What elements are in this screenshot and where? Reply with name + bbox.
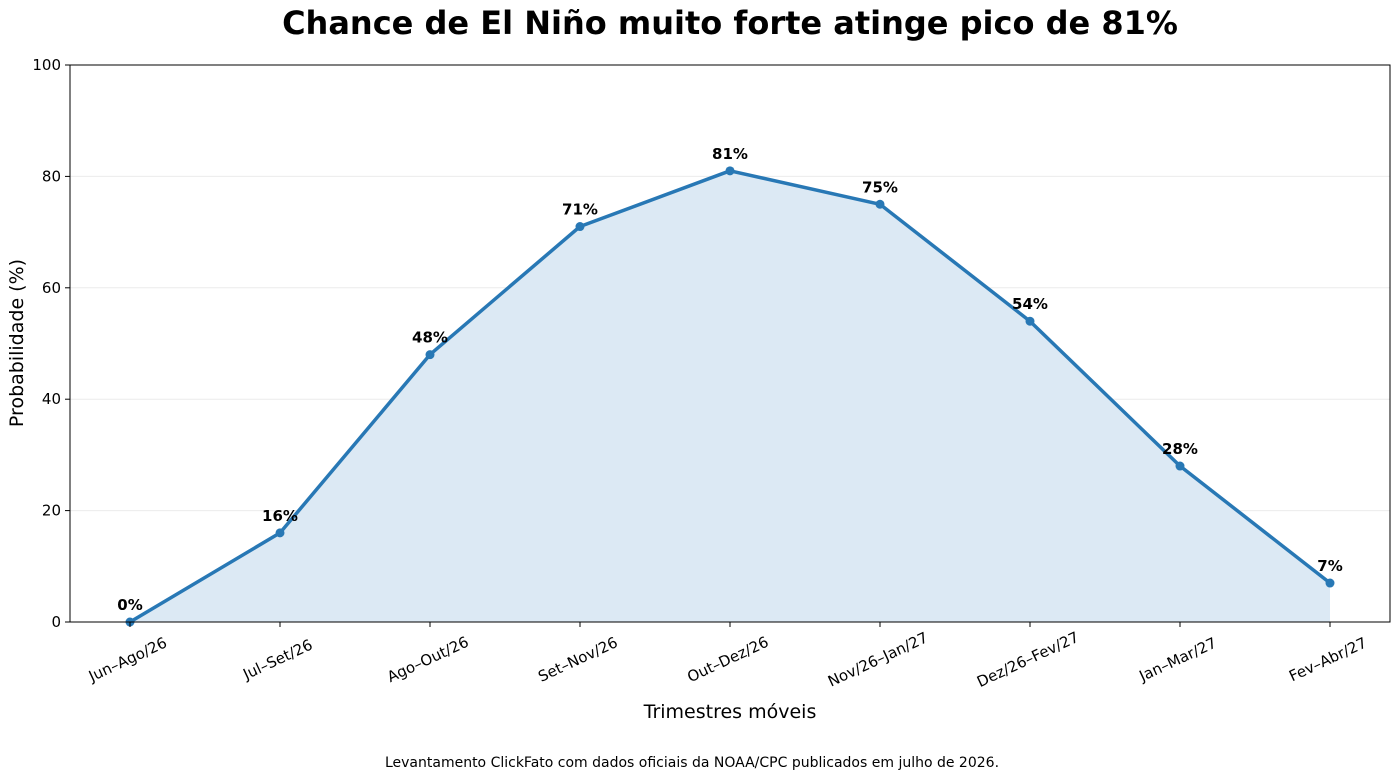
- x-axis: Jun–Ago/26 Jul–Set/26 Ago–Out/26 Set–Nov/26…: [85, 622, 1370, 691]
- x-tick-label: Jan–Mar/27: [1136, 634, 1220, 686]
- data-label: 48%: [412, 329, 448, 347]
- x-tick-label: Out–Dez/26: [684, 633, 771, 686]
- data-label: 71%: [562, 201, 598, 219]
- data-point: [425, 350, 435, 360]
- y-tick-label: 100: [32, 56, 61, 74]
- data-point: [1325, 578, 1335, 588]
- data-label: 28%: [1162, 440, 1198, 458]
- data-label: 54%: [1012, 295, 1048, 313]
- y-tick-label: 0: [51, 613, 61, 631]
- x-tick-label: Dez/26–Fev/27: [974, 628, 1082, 691]
- data-point: [875, 199, 885, 209]
- x-tick-label: Ago–Out/26: [384, 633, 471, 686]
- x-tick-label: Fev–Abr/27: [1286, 634, 1369, 686]
- y-tick-label: 20: [42, 502, 61, 520]
- y-tick-label: 40: [42, 390, 61, 408]
- data-point: [1175, 461, 1185, 471]
- y-axis-label: Probabilidade (%): [6, 259, 28, 427]
- data-point: [575, 222, 585, 232]
- data-label: 7%: [1317, 557, 1342, 575]
- x-tick-label: Nov/26–Jan/27: [825, 628, 931, 690]
- x-tick-label: Jun–Ago/26: [85, 634, 170, 686]
- y-tick-label: 60: [42, 279, 61, 297]
- area-fill: [130, 170, 1330, 623]
- data-labels: 0% 16% 48% 71% 81% 75% 54% 28% 7%: [117, 145, 1342, 614]
- x-axis-label: Trimestres móveis: [643, 701, 817, 723]
- data-label: 16%: [262, 507, 298, 525]
- y-tick-label: 80: [42, 167, 61, 185]
- x-tick-label: Jul–Set/26: [239, 636, 315, 684]
- data-point: [725, 166, 735, 176]
- y-axis: 0 20 40 60 80 100: [32, 56, 70, 631]
- x-tick-label: Set–Nov/26: [535, 633, 620, 685]
- data-point: [275, 528, 285, 538]
- chart-title: Chance de El Niño muito forte atinge pic…: [282, 4, 1178, 42]
- data-label: 75%: [862, 178, 898, 196]
- footnote: Levantamento ClickFato com dados oficiai…: [385, 755, 999, 771]
- data-label: 81%: [712, 145, 748, 163]
- data-label: 0%: [117, 596, 142, 614]
- data-point: [1025, 316, 1035, 326]
